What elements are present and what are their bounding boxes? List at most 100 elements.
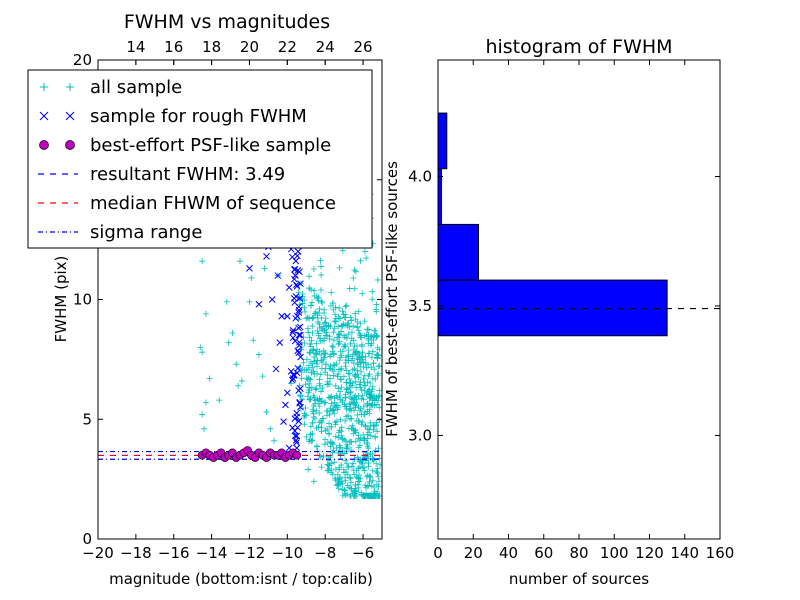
rough-sample-point — [289, 329, 297, 336]
all-sample-point — [356, 463, 363, 470]
all-sample-point — [347, 388, 354, 395]
all-sample-point — [346, 400, 353, 407]
all-sample-point — [328, 439, 335, 446]
all-sample-point — [229, 330, 236, 337]
all-sample-point — [308, 437, 315, 444]
all-sample-point — [267, 425, 274, 432]
rough-sample-point — [292, 437, 300, 444]
all-sample-point — [346, 370, 353, 377]
all-sample-point — [332, 304, 339, 311]
all-sample-point — [356, 355, 363, 362]
all-sample-point — [355, 374, 362, 381]
x-tick-label: −14 — [196, 544, 228, 562]
all-sample-point — [338, 352, 345, 359]
all-sample-point — [330, 329, 337, 336]
all-sample-point — [331, 410, 338, 417]
all-sample-point — [362, 382, 369, 389]
all-sample-point — [355, 327, 362, 334]
all-sample-point — [321, 354, 328, 361]
all-sample-point — [371, 327, 378, 334]
rough-sample-point — [290, 275, 298, 283]
right-panel: histogram of FWHM 0 20 40 60 80 100 120 140 160 3… — [383, 36, 734, 588]
all-sample-point — [315, 332, 322, 339]
histogram-bar — [437, 112, 448, 170]
all-sample-point — [374, 372, 381, 379]
all-sample-point — [368, 333, 375, 340]
all-sample-point — [321, 441, 328, 448]
rough-sample-point — [297, 353, 304, 361]
all-sample-point — [369, 383, 376, 390]
all-sample-point — [367, 474, 374, 481]
top-x-tick-label: 18 — [202, 38, 221, 56]
all-sample-point — [332, 475, 339, 482]
y-tick-label: 20 — [73, 51, 92, 69]
all-sample-point — [314, 327, 321, 334]
all-sample-point — [345, 352, 352, 359]
all-sample-point — [376, 404, 382, 411]
rough-sample-point — [297, 331, 304, 339]
all-sample-point — [371, 366, 378, 373]
all-sample-point — [334, 471, 341, 478]
all-sample-point — [347, 314, 354, 321]
all-sample-point — [375, 370, 382, 377]
all-sample-point — [353, 384, 360, 391]
all-sample-point — [350, 460, 357, 467]
all-sample-point — [320, 356, 327, 363]
all-sample-point — [331, 399, 338, 406]
all-sample-point — [361, 435, 368, 442]
all-sample-point — [336, 340, 343, 347]
all-sample-point — [356, 330, 363, 337]
y-tick-label: 10 — [73, 291, 92, 309]
legend-label: sample for rough FWHM — [90, 106, 307, 127]
all-sample-point — [364, 472, 371, 479]
all-sample-point — [324, 372, 331, 379]
all-sample-point — [316, 419, 323, 426]
all-sample-point — [363, 364, 370, 371]
all-sample-point — [310, 478, 317, 485]
all-sample-point — [342, 457, 349, 464]
all-sample-point — [343, 334, 350, 341]
all-sample-point — [307, 341, 314, 348]
all-sample-point — [301, 340, 308, 347]
all-sample-point — [376, 346, 382, 353]
y-tick-label: 0 — [82, 530, 92, 548]
top-x-tick-label: 22 — [278, 38, 297, 56]
rough-sample-point — [295, 331, 303, 339]
all-sample-point — [298, 369, 305, 376]
all-sample-point — [322, 349, 329, 356]
all-sample-point — [348, 317, 355, 324]
all-sample-point — [248, 274, 255, 281]
all-sample-point — [370, 337, 377, 344]
top-x-tick-label: 14 — [126, 38, 145, 56]
rough-sample-point — [296, 398, 304, 406]
legend-plus-marker — [40, 83, 48, 91]
all-sample-point — [369, 296, 376, 303]
rough-sample-point — [285, 284, 293, 291]
rough-sample-point — [268, 296, 276, 303]
all-sample-point — [347, 380, 354, 387]
all-sample-point — [356, 417, 363, 424]
all-sample-point — [316, 305, 323, 312]
all-sample-point — [199, 411, 206, 418]
all-sample-point — [369, 375, 376, 382]
all-sample-point — [371, 393, 378, 400]
rough-sample-point — [293, 409, 301, 417]
legend-label: sigma range — [90, 222, 202, 243]
all-sample-point — [371, 423, 378, 430]
all-sample-point — [328, 400, 335, 407]
y-tick-label: 4.0 — [408, 168, 432, 186]
all-sample-point — [342, 391, 349, 398]
all-sample-point — [331, 362, 338, 369]
all-sample-point — [351, 372, 358, 379]
all-sample-point — [326, 420, 333, 427]
all-sample-point — [307, 350, 314, 357]
all-sample-point — [340, 332, 347, 339]
all-sample-point — [321, 310, 328, 317]
all-sample-point — [310, 408, 317, 415]
all-sample-point — [202, 399, 209, 406]
all-sample-point — [206, 375, 213, 382]
psf-sample-point — [292, 450, 302, 460]
all-sample-point — [369, 288, 376, 295]
all-sample-point — [344, 471, 351, 478]
all-sample-point — [337, 388, 344, 395]
